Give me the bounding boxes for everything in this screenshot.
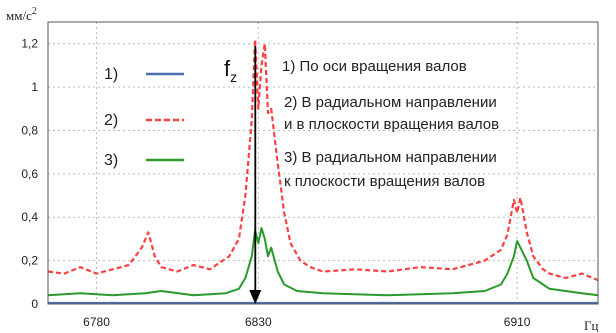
legend-key-label: 3) — [104, 152, 118, 169]
legend: 1) 2) 3) 1) По оси вращения валов 2) В радиа… — [104, 58, 499, 190]
legend-description-2: 2) В радиальном направлении — [284, 94, 497, 111]
y-tick-label: 0,8 — [21, 123, 38, 137]
y-tick-label: 1 — [31, 80, 38, 94]
legend-description-3: 3) В радиальном направлении — [284, 149, 497, 166]
fz-arrow — [249, 46, 262, 304]
legend-description-1: 1) По оси вращения валов — [282, 58, 467, 75]
y-tick-label: 0 — [31, 297, 38, 311]
y-tick-label: 0,6 — [21, 167, 38, 181]
x-tick-label: 6910 — [504, 315, 531, 329]
x-tick-label: 6780 — [83, 315, 110, 329]
series-line-2 — [47, 38, 599, 282]
y-unit-text: мм/с — [6, 8, 32, 23]
y-unit-power: 2 — [32, 6, 37, 17]
fz-annotation: fz — [224, 56, 237, 85]
fz-main: f — [224, 56, 231, 81]
y-tick-label: 1,2 — [21, 37, 38, 51]
series-lines — [47, 38, 599, 304]
x-unit: Гц — [584, 318, 599, 333]
y-unit: мм/с2 — [6, 6, 37, 23]
plot-frame — [47, 21, 599, 305]
fz-sub: z — [230, 69, 237, 85]
x-tick-labels: 6780 6830 6910 — [83, 315, 531, 329]
y-tick-labels: 0 0,2 0,4 0,6 0,8 1 1,2 — [21, 37, 38, 311]
legend-description-3: к плоскости вращения валов — [284, 173, 485, 190]
series-line-3 — [47, 227, 599, 297]
grid — [48, 22, 598, 304]
legend-description-2: и в плоскости вращения валов — [284, 116, 499, 133]
y-tick-label: 0,2 — [21, 254, 38, 268]
legend-key-label: 2) — [104, 112, 118, 129]
y-tick-label: 0,4 — [21, 210, 38, 224]
fz-arrow-head — [249, 290, 262, 304]
legend-key-label: 1) — [104, 66, 118, 83]
x-tick-label: 6830 — [245, 315, 272, 329]
